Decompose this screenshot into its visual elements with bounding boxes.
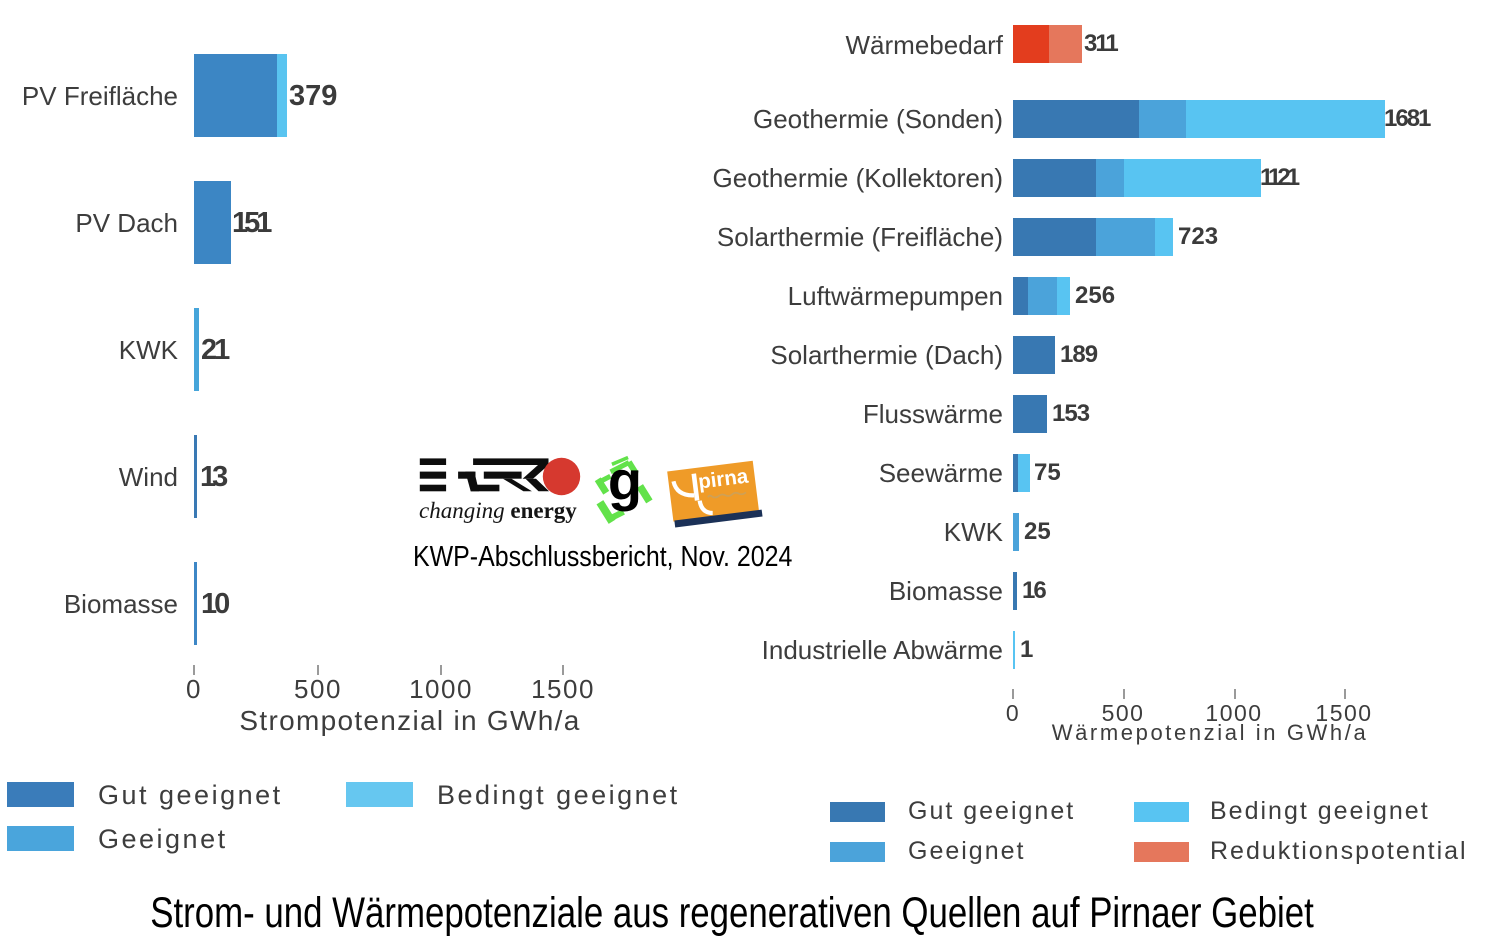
svg-text:g: g [608,449,642,512]
